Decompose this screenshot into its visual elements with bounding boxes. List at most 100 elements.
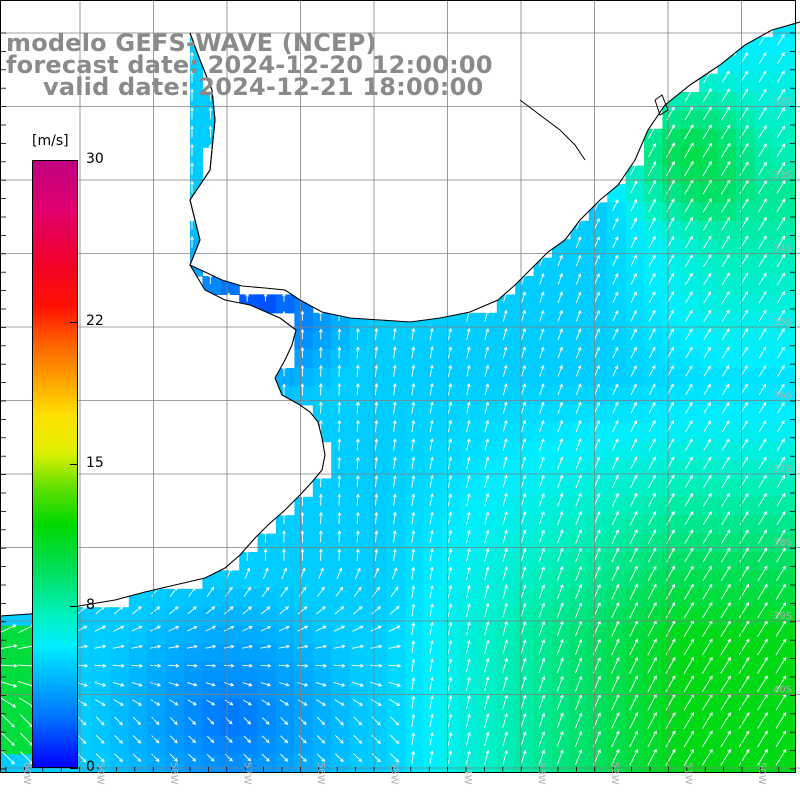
wind-cell <box>662 588 682 608</box>
wind-cell <box>644 331 663 351</box>
wind-arrow <box>758 125 767 139</box>
wind-cell <box>533 478 553 498</box>
wind-arrow <box>353 716 363 726</box>
wind-cell <box>717 110 737 130</box>
wind-cell <box>312 496 332 516</box>
wind-cell <box>441 625 461 645</box>
wind-cell <box>680 496 700 516</box>
wind-arrow <box>131 663 144 668</box>
wind-arrow <box>279 606 290 615</box>
wind-arrow <box>169 606 179 615</box>
wind-cell <box>331 460 351 479</box>
wind-arrow <box>777 70 785 83</box>
wind-arrow <box>502 657 508 673</box>
wind-arrow <box>647 656 657 674</box>
wind-arrow <box>389 734 400 745</box>
wind-arrow <box>260 682 272 687</box>
wind-arrow <box>244 567 251 580</box>
colorbar-tick-label: 8 <box>86 596 95 613</box>
wind-cell <box>754 662 774 682</box>
wind-cell <box>736 147 755 167</box>
wind-arrow <box>685 328 693 341</box>
wind-cell <box>662 515 682 535</box>
wind-cell <box>110 662 130 682</box>
wind-arrow <box>337 419 342 433</box>
wind-arrow <box>484 657 490 673</box>
wind-arrow <box>648 438 656 451</box>
wind-arrow <box>337 438 342 451</box>
wind-cell <box>588 349 608 369</box>
wind-cell <box>717 331 737 351</box>
wind-arrow <box>630 438 638 451</box>
wind-arrow <box>169 735 178 744</box>
wind-arrow <box>648 474 656 489</box>
wind-arrow <box>776 106 785 120</box>
wind-arrow <box>611 675 620 692</box>
wind-cell <box>644 570 663 590</box>
wind-cell <box>625 220 645 240</box>
wind-cell <box>533 736 553 755</box>
wind-cell <box>772 644 792 663</box>
wind-cell <box>349 423 369 443</box>
wind-cell <box>533 644 553 663</box>
wind-arrow <box>777 33 785 46</box>
wind-arrow <box>539 401 545 414</box>
wind-cell <box>349 736 369 755</box>
wind-cell <box>496 552 516 571</box>
wind-arrow <box>611 456 619 470</box>
wind-arrow <box>777 383 785 396</box>
wind-arrow <box>777 346 785 359</box>
wind-arrow <box>776 547 786 563</box>
wind-cell <box>625 184 645 203</box>
wind-cell <box>368 404 387 424</box>
wind-arrow <box>261 753 270 762</box>
wind-cell <box>331 699 351 719</box>
wind-arrow <box>611 583 620 600</box>
wind-cell <box>257 570 277 590</box>
wind-cell <box>423 736 443 755</box>
wind-cell <box>92 680 111 700</box>
wind-arrow <box>447 474 453 488</box>
wind-arrow <box>520 547 527 562</box>
wind-arrow <box>465 658 471 673</box>
wind-arrow <box>556 657 564 674</box>
wind-cell <box>772 515 792 535</box>
wind-cell <box>496 625 516 645</box>
wind-arrow <box>94 663 107 668</box>
wind-cell <box>478 552 498 571</box>
wind-cell <box>276 552 295 571</box>
wind-arrow <box>648 291 656 304</box>
wind-arrow <box>630 236 637 249</box>
wind-cell <box>496 736 516 755</box>
wind-arrow <box>315 681 327 687</box>
wind-cell <box>717 515 737 535</box>
wind-arrow <box>758 456 767 470</box>
wind-arrow <box>757 529 767 544</box>
wind-arrow <box>538 492 545 507</box>
land-mask <box>0 0 800 616</box>
wind-cell <box>331 349 351 369</box>
wind-arrow <box>484 621 490 636</box>
wind-arrow <box>683 656 695 674</box>
wind-cell <box>478 423 498 443</box>
wind-cell <box>662 644 682 663</box>
wind-cell <box>772 699 792 719</box>
wind-cell <box>184 717 203 737</box>
wind-arrow <box>188 717 197 725</box>
wind-cell <box>570 331 590 351</box>
wind-cell <box>110 607 130 627</box>
wind-arrow <box>76 699 88 706</box>
wind-arrow <box>242 644 254 649</box>
wind-cell <box>294 552 314 571</box>
wind-arrow <box>318 382 323 396</box>
wind-arrow <box>225 753 233 762</box>
wind-cell <box>699 644 719 663</box>
wind-arrow <box>429 456 434 470</box>
wind-cell <box>662 736 682 755</box>
wind-cell <box>533 331 553 351</box>
wind-cell <box>147 588 167 608</box>
wind-cell <box>754 644 774 663</box>
wind-cell <box>717 349 737 369</box>
colorbar-tick-mark <box>70 605 78 607</box>
wind-arrow <box>300 383 305 396</box>
